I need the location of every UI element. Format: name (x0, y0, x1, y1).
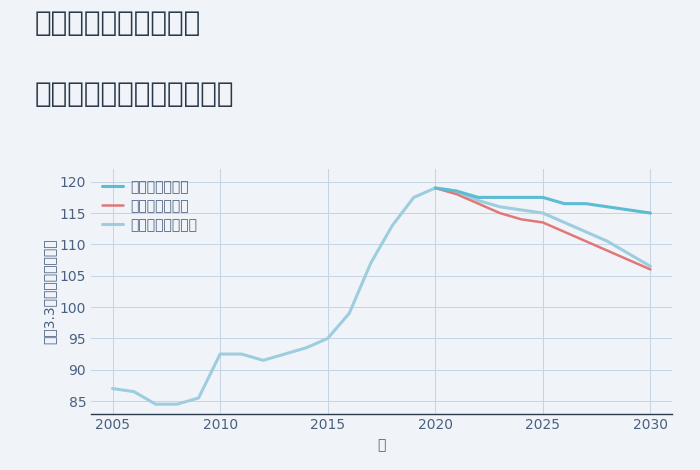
X-axis label: 年: 年 (377, 438, 386, 452)
Text: 兵庫県姫路市竹田町の: 兵庫県姫路市竹田町の (35, 9, 202, 38)
バッドシナリオ (625, 257, 634, 263)
バッドシナリオ (474, 201, 482, 206)
グッドシナリオ (496, 195, 504, 200)
Y-axis label: 坪（3.3㎡）単価（万円）: 坪（3.3㎡）単価（万円） (43, 239, 57, 344)
バッドシナリオ (431, 185, 440, 191)
グッドシナリオ (517, 195, 526, 200)
ノーマルシナリオ (474, 198, 482, 204)
ノーマルシナリオ (539, 210, 547, 216)
バッドシナリオ (539, 219, 547, 225)
グッドシナリオ (625, 207, 634, 213)
グッドシナリオ (603, 204, 612, 210)
バッドシナリオ (517, 217, 526, 222)
ノーマルシナリオ (646, 264, 654, 269)
ノーマルシナリオ (453, 188, 461, 194)
ノーマルシナリオ (431, 185, 440, 191)
Line: バッドシナリオ: バッドシナリオ (435, 188, 650, 269)
バッドシナリオ (453, 191, 461, 197)
グッドシナリオ (474, 195, 482, 200)
バッドシナリオ (496, 210, 504, 216)
グッドシナリオ (431, 185, 440, 191)
グッドシナリオ (539, 195, 547, 200)
バッドシナリオ (560, 229, 568, 235)
グッドシナリオ (560, 201, 568, 206)
グッドシナリオ (646, 210, 654, 216)
ノーマルシナリオ (625, 251, 634, 257)
ノーマルシナリオ (560, 219, 568, 225)
バッドシナリオ (603, 248, 612, 253)
グッドシナリオ (453, 188, 461, 194)
ノーマルシナリオ (603, 238, 612, 244)
ノーマルシナリオ (582, 229, 590, 235)
Line: グッドシナリオ: グッドシナリオ (435, 188, 650, 213)
Text: 中古マンションの価格推移: 中古マンションの価格推移 (35, 80, 235, 108)
ノーマルシナリオ (496, 204, 504, 210)
ノーマルシナリオ (517, 207, 526, 213)
バッドシナリオ (582, 238, 590, 244)
Line: ノーマルシナリオ: ノーマルシナリオ (435, 188, 650, 266)
Legend: グッドシナリオ, バッドシナリオ, ノーマルシナリオ: グッドシナリオ, バッドシナリオ, ノーマルシナリオ (98, 176, 201, 236)
バッドシナリオ (646, 266, 654, 272)
グッドシナリオ (582, 201, 590, 206)
